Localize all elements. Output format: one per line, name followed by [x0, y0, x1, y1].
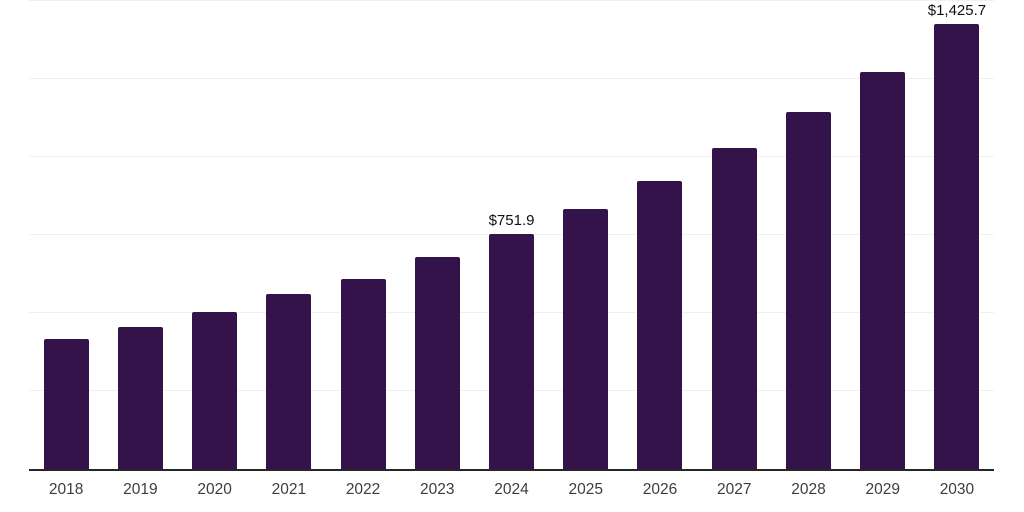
x-axis-label-2025: 2025: [568, 481, 603, 498]
x-axis-label-2027: 2027: [716, 481, 752, 498]
gridline-1250: [29, 78, 994, 79]
bar-2030: [934, 24, 980, 469]
bar-column-2024: $751.9: [474, 1, 548, 469]
bar-column-2029: [846, 1, 920, 469]
bar-2024: [489, 234, 535, 469]
bar-column-2021: [252, 1, 326, 469]
bar-2019: [117, 326, 163, 469]
bar-column-2020: [177, 1, 251, 469]
x-axis-label-2029: 2029: [865, 481, 900, 498]
gridline-1500: [29, 0, 994, 1]
bar-2021: [266, 294, 312, 469]
bar-column-2030: $1,425.7: [920, 1, 994, 469]
plot-area: $751.9 $1,425.7: [29, 0, 994, 471]
x-axis-label-2026: 2026: [642, 481, 678, 498]
bar-2026: [637, 181, 683, 469]
bar-2029: [860, 72, 906, 469]
gridline-1000: [29, 156, 994, 157]
x-axis-label-2020: 2020: [197, 481, 232, 498]
bar-2020: [192, 311, 238, 469]
bar-column-2025: [549, 1, 623, 469]
value-label-2030: $1,425.7: [927, 2, 987, 20]
x-axis-label-2030: 2030: [939, 481, 975, 498]
bar-column-2028: [771, 1, 845, 469]
bar-2027: [711, 148, 757, 469]
bar-column-2023: [400, 1, 474, 469]
x-axis: 2018 2019 2020 2021 2022 2023 2024 2025 2026 2027…: [29, 480, 994, 499]
bar-2018: [43, 338, 89, 469]
bar-column-2019: [103, 1, 177, 469]
x-axis-label-2022: 2022: [345, 481, 381, 498]
bar-2023: [414, 257, 460, 469]
x-axis-label-2018: 2018: [48, 481, 84, 498]
x-axis-label-2023: 2023: [420, 481, 455, 498]
bar-column-2027: [697, 1, 771, 469]
bar-column-2026: [623, 1, 697, 469]
x-axis-label-2021: 2021: [271, 481, 307, 498]
bar-2028: [785, 112, 831, 469]
bar-series: $751.9 $1,425.7: [29, 1, 994, 469]
bar-2022: [340, 278, 386, 469]
x-axis-label-2019: 2019: [123, 481, 158, 498]
bar-column-2018: [29, 1, 103, 469]
bar-column-2022: [326, 1, 400, 469]
value-label-2024: $751.9: [488, 212, 535, 230]
x-axis-label-2024: 2024: [494, 481, 529, 498]
x-axis-label-2028: 2028: [791, 481, 826, 498]
bar-2025: [563, 209, 609, 469]
